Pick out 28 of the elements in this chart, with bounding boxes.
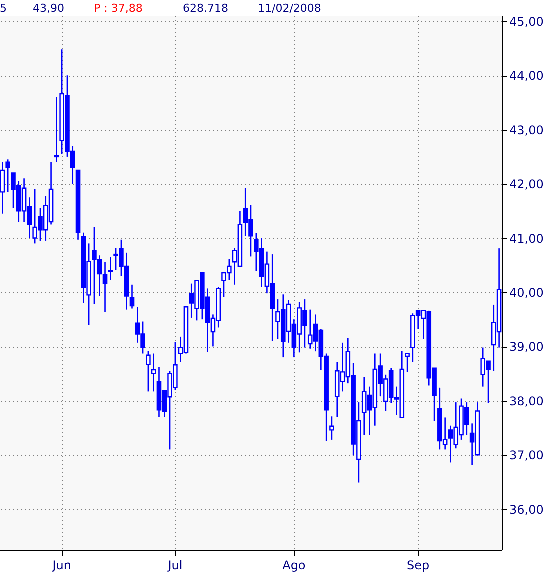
text: 5 xyxy=(0,2,7,15)
candlestick xyxy=(6,159,10,193)
x-tick-label: Jul xyxy=(167,558,183,572)
y-tick-label: 44,00 xyxy=(510,69,544,84)
y-tick-label: 45,00 xyxy=(510,14,544,29)
y-tick-label: 41,00 xyxy=(510,232,544,246)
text: P : 37,88 xyxy=(94,2,143,15)
y-tick-label: 39,00 xyxy=(510,340,544,354)
text: 628.718 xyxy=(183,2,228,15)
candlestick xyxy=(54,96,60,164)
x-tick-label: Jun xyxy=(52,558,72,572)
y-tick-label: 36,00 xyxy=(510,502,544,517)
y-tick-label: 42,00 xyxy=(510,178,544,192)
candlestick xyxy=(102,261,108,313)
candlestick xyxy=(151,353,156,392)
x-tick-label: Sep xyxy=(407,558,430,572)
text: 11/02/2008 xyxy=(258,2,322,15)
candlestick xyxy=(330,416,334,441)
y-tick-label: 40,00 xyxy=(510,286,544,300)
x-tick-label: Ago xyxy=(282,558,306,572)
y-tick-label: 43,00 xyxy=(510,123,544,138)
candlestick xyxy=(405,353,410,373)
candlestick xyxy=(108,256,114,281)
candlestick xyxy=(146,350,151,392)
candlestick xyxy=(130,284,135,310)
y-tick-label: 37,00 xyxy=(510,448,544,463)
y-tick-label: 38,00 xyxy=(510,394,544,408)
text: 43,90 xyxy=(33,2,64,15)
